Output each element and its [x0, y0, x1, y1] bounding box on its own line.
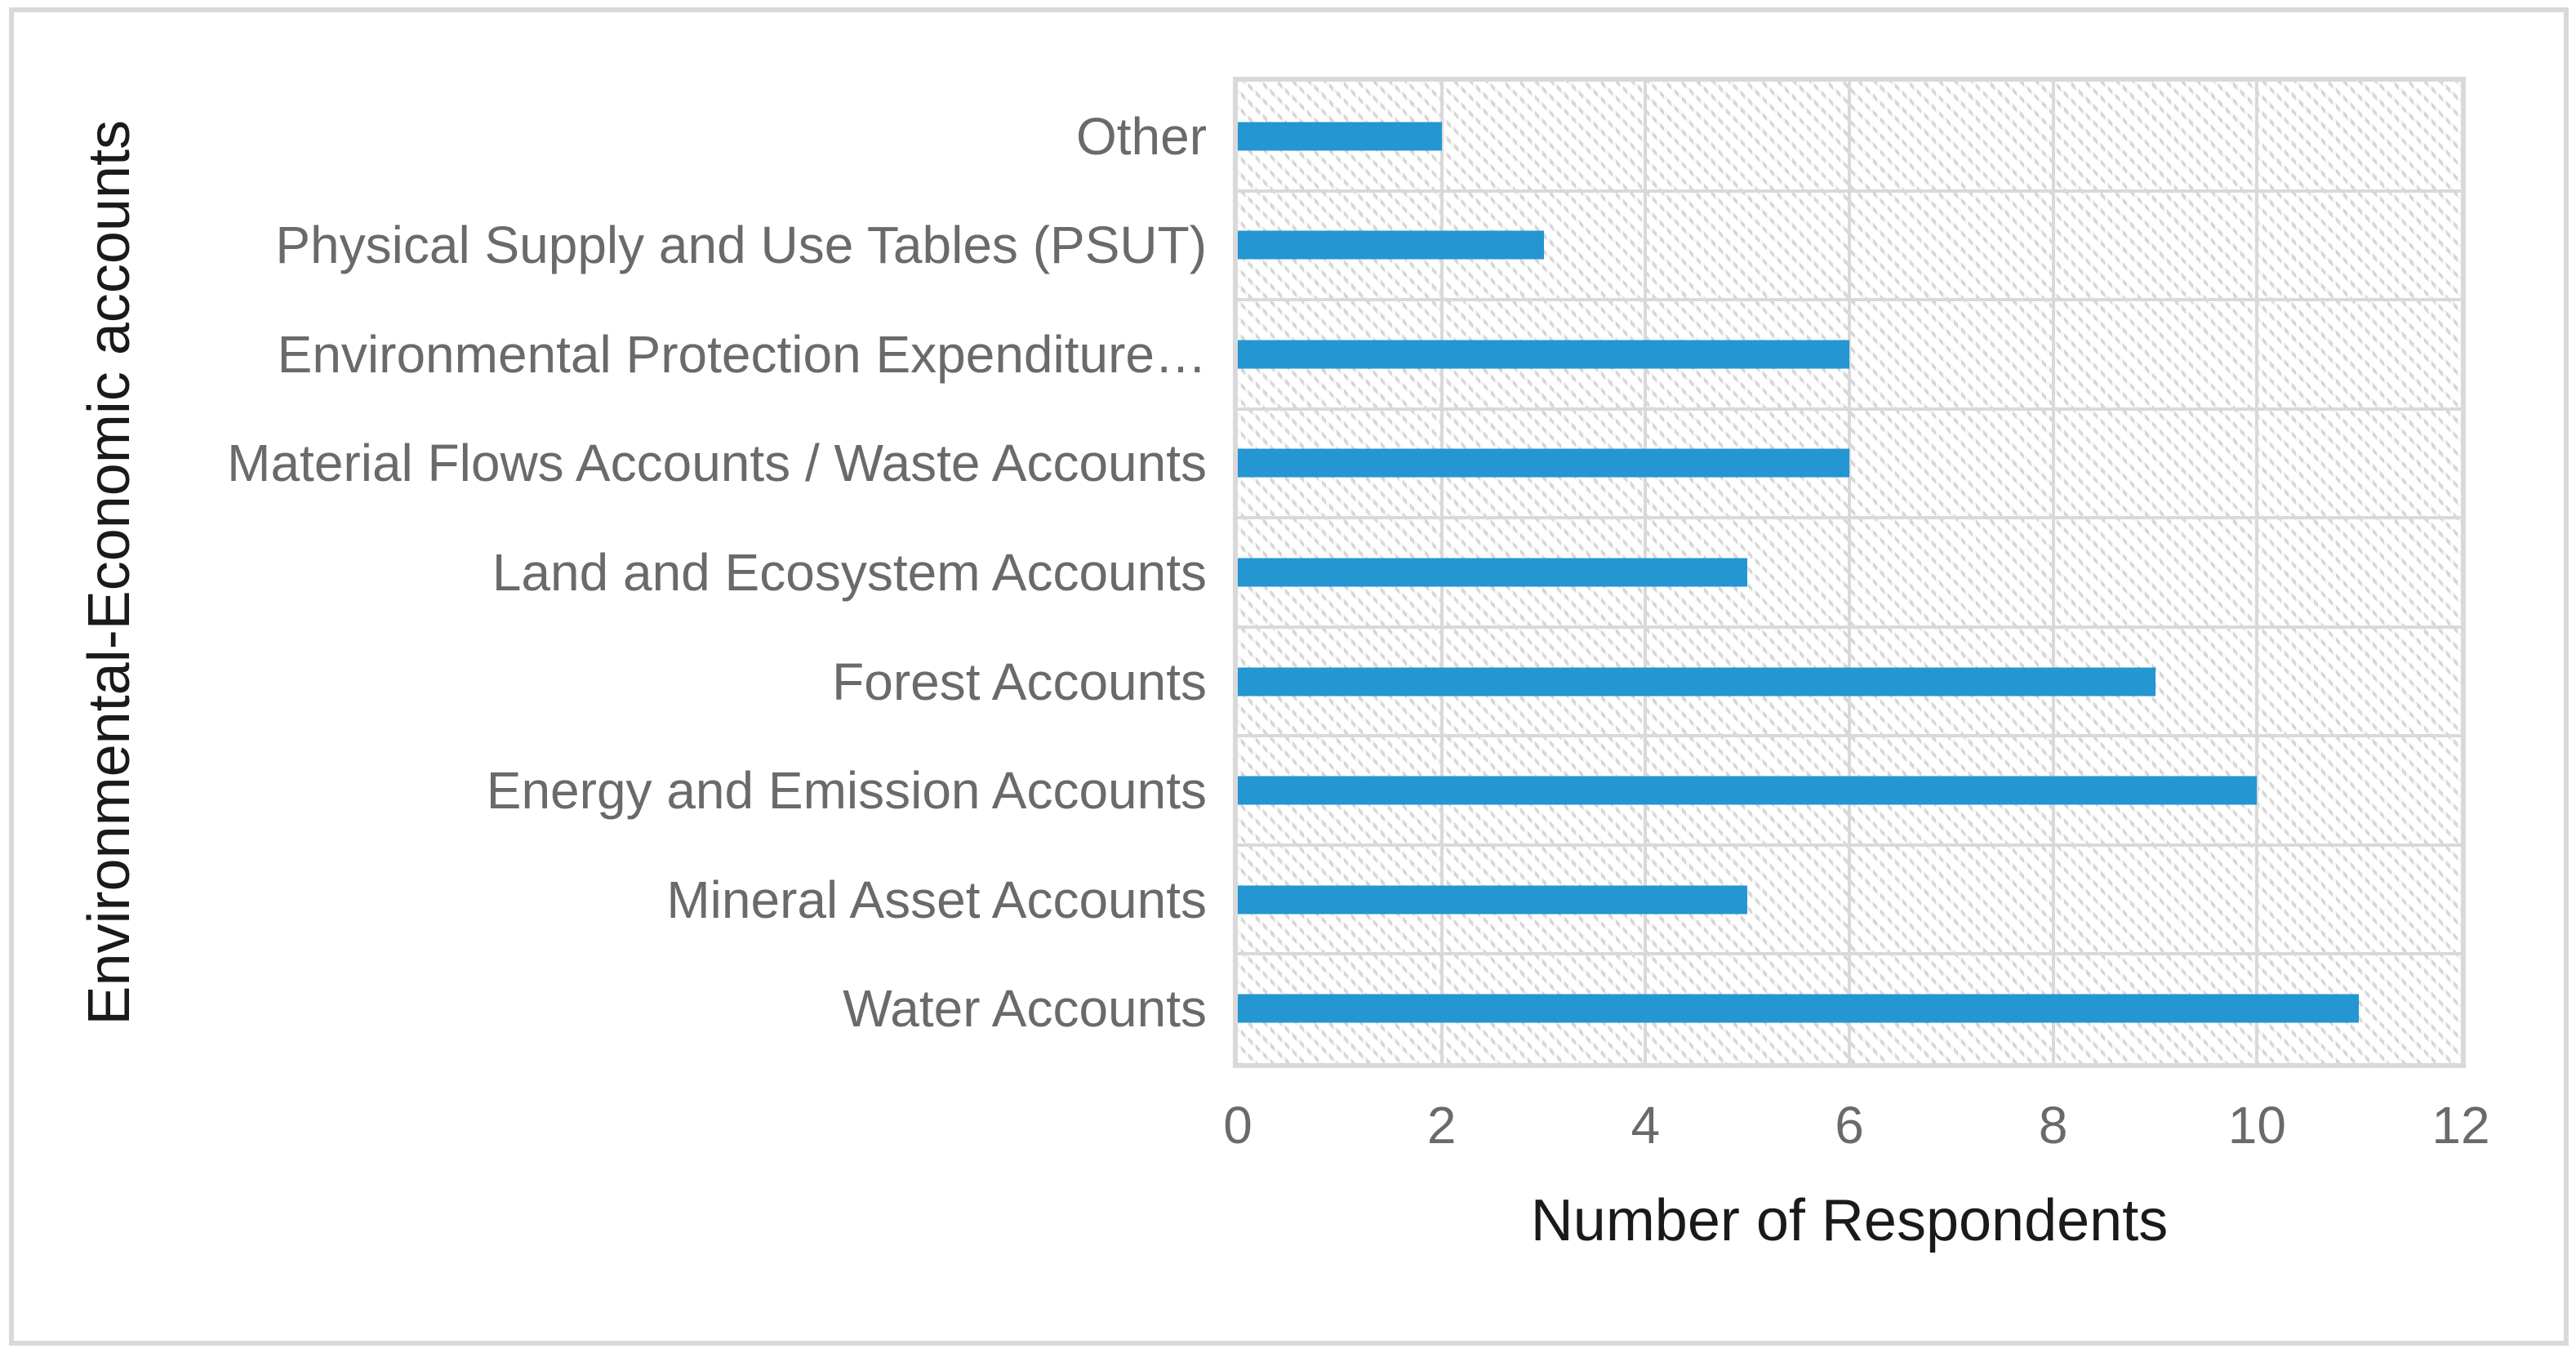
category-label: Water Accounts: [843, 979, 1207, 1039]
category-row: Material Flows Accounts / Waste Accounts: [147, 409, 1207, 519]
category-row: Environmental Protection Expenditure…: [147, 300, 1207, 409]
category-label: Mineral Asset Accounts: [666, 870, 1207, 929]
category-label: Material Flows Accounts / Waste Accounts: [227, 434, 1207, 493]
horizontal-gridline: [1238, 407, 2461, 411]
y-axis-title: Environmental-Economic accounts: [77, 119, 142, 1026]
vertical-gridline: [2051, 82, 2055, 1063]
category-label: Other: [1075, 106, 1207, 166]
bar-6: [1238, 667, 2156, 697]
horizontal-gridline: [1238, 843, 2461, 847]
bar-1: [1238, 122, 1442, 151]
category-row: Land and Ecosystem Accounts: [147, 518, 1207, 627]
horizontal-gridline: [1238, 298, 2461, 302]
bar-5: [1238, 558, 1748, 587]
category-row: Forest Accounts: [147, 627, 1207, 737]
vertical-gridline: [2255, 82, 2259, 1063]
category-label: Energy and Emission Accounts: [486, 761, 1207, 821]
x-tick-label: 12: [2431, 1096, 2490, 1155]
y-axis-title-container: Environmental-Economic accounts: [69, 82, 150, 1063]
category-label: Environmental Protection Expenditure…: [277, 324, 1207, 384]
category-axis-labels: Other Physical Supply and Use Tables (PSU…: [147, 82, 1207, 1063]
horizontal-gridline: [1238, 625, 2461, 629]
category-label: Forest Accounts: [832, 652, 1207, 711]
category-row: Water Accounts: [147, 955, 1207, 1064]
bar-9: [1238, 994, 2360, 1023]
bar-3: [1238, 340, 1849, 369]
horizontal-gridline: [1238, 734, 2461, 738]
horizontal-gridline: [1238, 516, 2461, 520]
bar-4: [1238, 448, 1849, 478]
x-axis-title: Number of Respondents: [1530, 1188, 2169, 1253]
x-axis-tick-labels: 0 2 4 6 8 10 12: [1223, 1096, 2489, 1173]
vertical-gridline: [1848, 82, 1851, 1063]
plot-area: [1233, 77, 2466, 1068]
bar-7: [1238, 776, 2258, 805]
x-tick-label: 6: [1835, 1096, 1864, 1155]
category-label: Physical Supply and Use Tables (PSUT): [275, 216, 1207, 275]
x-tick-label: 4: [1631, 1096, 1661, 1155]
category-row: Other: [147, 82, 1207, 191]
x-tick-label: 8: [2038, 1096, 2068, 1155]
x-tick-label: 0: [1223, 1096, 1252, 1155]
x-tick-label: 2: [1426, 1096, 1457, 1155]
bar-2: [1238, 230, 1544, 260]
x-tick-label: 10: [2227, 1096, 2286, 1155]
horizontal-gridline: [1238, 952, 2461, 956]
category-row: Energy and Emission Accounts: [147, 736, 1207, 845]
chart-outer-border: [9, 7, 2569, 1346]
bar-8: [1238, 885, 1748, 915]
category-label: Land and Ecosystem Accounts: [492, 543, 1207, 603]
category-row: Mineral Asset Accounts: [147, 845, 1207, 955]
horizontal-gridline: [1238, 189, 2461, 193]
category-row: Physical Supply and Use Tables (PSUT): [147, 191, 1207, 300]
